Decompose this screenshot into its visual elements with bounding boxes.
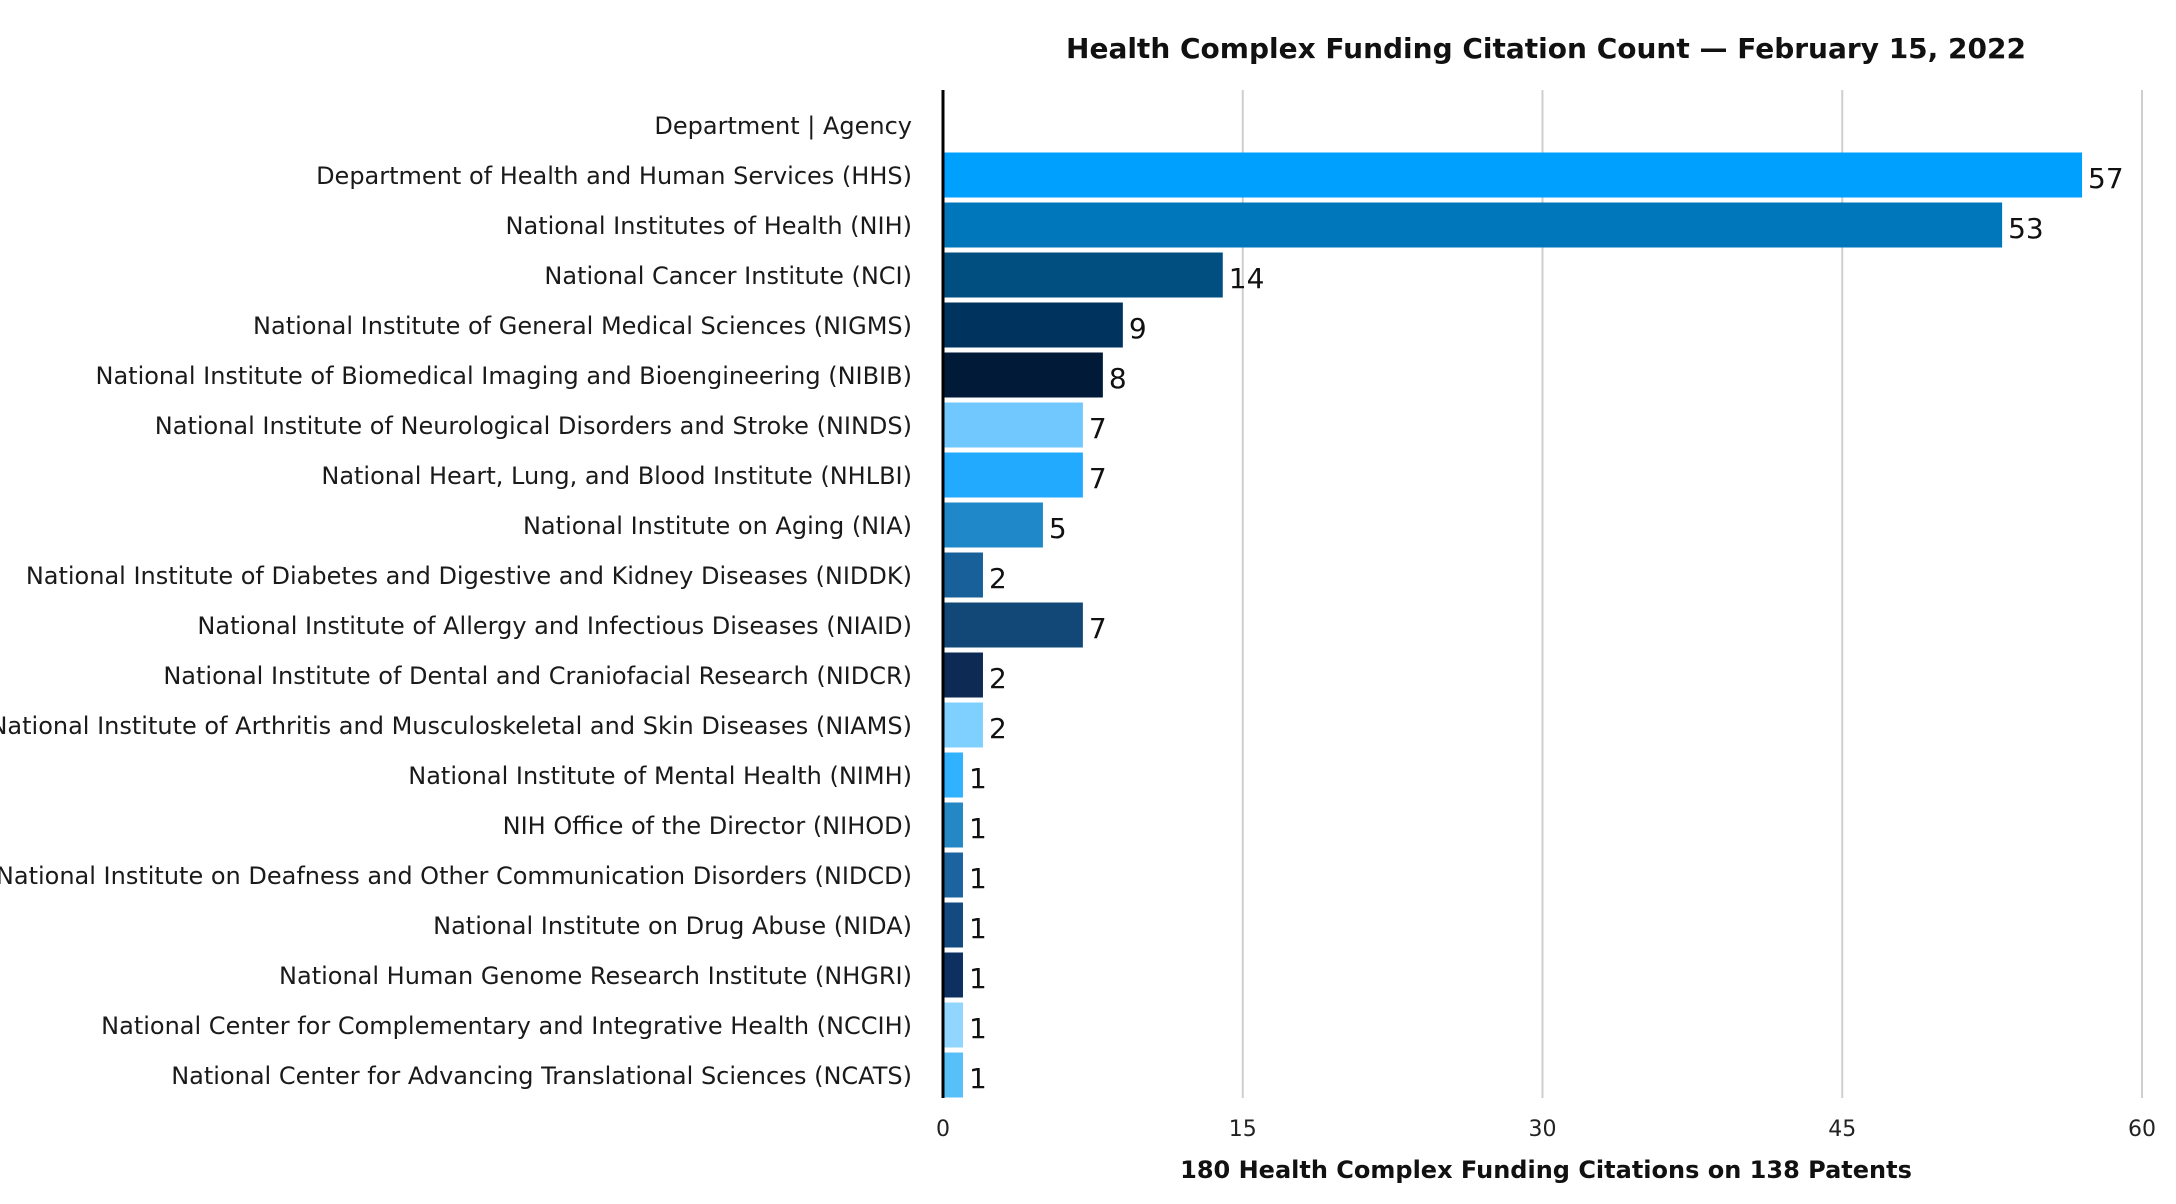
data-label: 14 <box>1229 262 1265 295</box>
data-label: 7 <box>1089 412 1107 445</box>
bar <box>943 702 983 748</box>
category-label: National Cancer Institute (NCI) <box>544 262 912 290</box>
category-label: National Institute of Mental Health (NIM… <box>408 762 912 790</box>
bar <box>943 502 1043 548</box>
data-label: 8 <box>1109 362 1127 395</box>
category-label: National Center for Complementary and In… <box>101 1012 912 1040</box>
x-tick-label: 0 <box>936 1117 950 1142</box>
gridlines <box>1241 90 2143 1098</box>
bar <box>943 402 1083 448</box>
bar <box>943 552 983 598</box>
category-label: National Institute of General Medical Sc… <box>253 312 912 340</box>
category-label: National Center for Advancing Translatio… <box>171 1062 912 1090</box>
bar <box>943 302 1123 348</box>
data-label: 1 <box>969 1012 987 1045</box>
x-tick-label: 45 <box>1828 1117 1856 1142</box>
bar <box>943 602 1083 648</box>
data-label: 1 <box>969 762 987 795</box>
bar <box>943 852 963 898</box>
y-axis-title: Department | Agency <box>654 112 912 140</box>
data-label: 53 <box>2008 212 2044 245</box>
bar <box>943 152 2083 198</box>
data-label: 2 <box>989 662 1007 695</box>
bar <box>943 802 963 848</box>
bar <box>943 252 1223 298</box>
category-label: National Institute on Deafness and Other… <box>0 862 912 890</box>
data-label: 57 <box>2088 162 2124 195</box>
bars <box>943 152 2083 1098</box>
category-label: National Institute of Diabetes and Diges… <box>26 562 912 590</box>
x-tick-label: 30 <box>1529 1117 1557 1142</box>
category-label: Department of Health and Human Services … <box>316 162 912 190</box>
category-label: NIH Office of the Director (NIHOD) <box>503 812 912 840</box>
data-label: 1 <box>969 912 987 945</box>
category-label: National Institute of Allergy and Infect… <box>197 612 912 640</box>
data-label: 1 <box>969 962 987 995</box>
bar <box>943 202 2003 248</box>
category-label: National Institute of Biomedical Imaging… <box>96 362 913 390</box>
x-tick-label: 15 <box>1229 1117 1257 1142</box>
data-label: 7 <box>1089 612 1107 645</box>
category-label: National Human Genome Research Institute… <box>279 962 912 990</box>
bar <box>943 452 1083 498</box>
data-label: 5 <box>1049 512 1067 545</box>
category-label: National Heart, Lung, and Blood Institut… <box>321 462 912 490</box>
chart-title: Health Complex Funding Citation Count — … <box>1066 32 2026 65</box>
x-axis-title: 180 Health Complex Funding Citations on … <box>1180 1156 1912 1184</box>
bar <box>943 1002 963 1048</box>
bar <box>943 352 1103 398</box>
x-tick-label: 60 <box>2128 1117 2156 1142</box>
category-label: National Institute of Dental and Craniof… <box>163 662 912 690</box>
category-label: National Institute of Arthritis and Musc… <box>0 712 912 740</box>
category-label: National Institutes of Health (NIH) <box>506 212 912 240</box>
category-label: National Institute on Aging (NIA) <box>523 512 912 540</box>
category-label: National Institute on Drug Abuse (NIDA) <box>433 912 912 940</box>
data-label: 2 <box>989 712 1007 745</box>
data-label: 2 <box>989 562 1007 595</box>
bar <box>943 952 963 998</box>
data-label: 1 <box>969 1062 987 1095</box>
bar <box>943 652 983 698</box>
category-label: National Institute of Neurological Disor… <box>155 412 912 440</box>
bar <box>943 752 963 798</box>
data-label: 1 <box>969 812 987 845</box>
x-axis-ticks: 0 15 30 45 60 <box>936 1117 2156 1142</box>
bar <box>943 1052 963 1098</box>
bar <box>943 902 963 948</box>
data-label: 9 <box>1129 312 1147 345</box>
data-label: 1 <box>969 862 987 895</box>
category-labels: Department of Health and Human Services … <box>0 162 912 1090</box>
data-label: 7 <box>1089 462 1107 495</box>
